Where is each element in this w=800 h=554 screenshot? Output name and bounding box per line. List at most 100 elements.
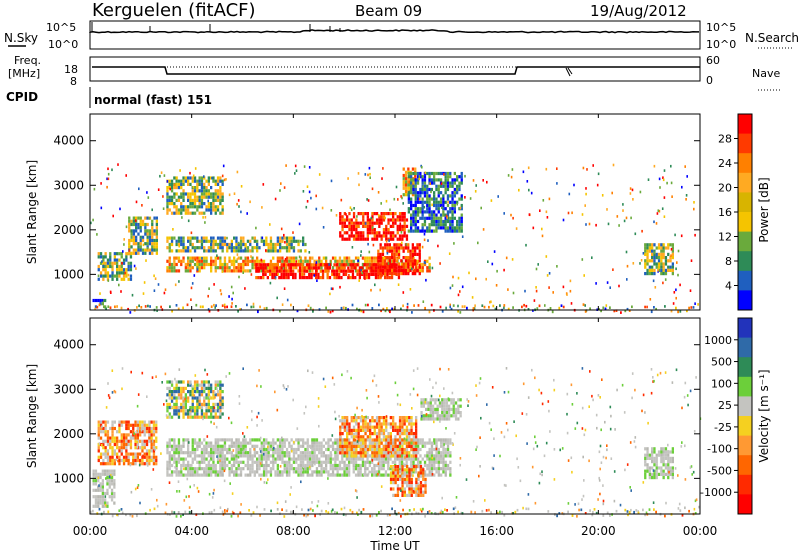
data-cell — [180, 467, 183, 471]
data-cell — [392, 487, 395, 491]
data-cell — [402, 167, 405, 171]
data-cell — [203, 192, 206, 196]
data-cell — [324, 269, 327, 273]
data-cell — [230, 259, 233, 263]
data-cell — [403, 234, 406, 238]
data-cell — [288, 463, 291, 468]
data-cell — [313, 447, 316, 452]
noise-cell — [283, 186, 286, 189]
data-cell — [184, 269, 187, 273]
data-cell — [401, 444, 404, 448]
data-cell — [155, 238, 158, 243]
data-cell — [101, 485, 104, 489]
data-cell — [389, 218, 392, 222]
data-cell — [304, 470, 307, 474]
data-cell — [110, 482, 114, 486]
near-range-cell — [290, 303, 292, 307]
data-cell — [400, 243, 403, 247]
data-cell — [191, 399, 194, 403]
data-cell — [357, 212, 360, 216]
data-cell — [193, 195, 197, 199]
data-cell — [221, 198, 224, 202]
data-cell — [256, 467, 259, 471]
data-cell — [396, 493, 400, 497]
data-cell — [378, 444, 381, 448]
noise-cell — [584, 204, 586, 207]
near-range-cell — [582, 303, 585, 306]
data-cell — [315, 272, 318, 276]
data-cell — [446, 441, 450, 445]
data-cell — [203, 186, 206, 190]
data-cell — [410, 477, 413, 481]
data-cell — [187, 211, 190, 215]
data-cell — [132, 232, 135, 236]
data-cell — [198, 266, 201, 270]
data-cell — [191, 415, 194, 419]
data-cell — [419, 481, 423, 485]
noise-cell — [94, 307, 96, 311]
data-cell — [367, 266, 371, 270]
near-range-cell — [688, 306, 690, 310]
data-cell — [657, 262, 661, 266]
data-cell — [285, 242, 289, 247]
data-cell — [453, 187, 456, 192]
noise-cell — [548, 197, 551, 201]
data-cell — [400, 457, 404, 461]
data-cell — [276, 249, 279, 253]
data-cell — [345, 256, 348, 260]
data-cell — [377, 266, 380, 270]
data-cell — [122, 261, 126, 265]
near-range-cell — [488, 305, 490, 309]
data-cell — [653, 272, 656, 276]
data-cell — [408, 471, 411, 475]
data-cell — [308, 269, 312, 273]
data-cell — [358, 269, 361, 273]
data-cell — [113, 426, 116, 431]
data-cell — [122, 268, 126, 272]
data-cell — [130, 219, 133, 223]
data-cell — [216, 182, 220, 186]
data-cell — [170, 239, 174, 243]
data-cell — [113, 495, 116, 499]
data-cell — [228, 259, 231, 263]
data-cell — [175, 447, 178, 452]
data-cell — [433, 441, 436, 445]
data-cell — [205, 259, 208, 263]
data-cell — [406, 484, 409, 488]
noise-cell — [135, 200, 138, 204]
data-cell — [348, 467, 351, 471]
data-cell — [357, 231, 360, 235]
data-cell — [380, 416, 383, 420]
data-cell — [298, 269, 302, 273]
data-cell — [414, 207, 417, 211]
noise-cell — [507, 174, 510, 177]
data-cell — [400, 460, 404, 464]
data-cell — [99, 261, 103, 265]
data-cell — [416, 246, 419, 250]
data-cell — [363, 272, 366, 276]
data-cell — [125, 255, 128, 259]
data-cell — [198, 179, 201, 183]
data-cell — [355, 448, 358, 452]
data-cell — [226, 242, 229, 247]
data-cell — [326, 263, 329, 267]
data-cell — [168, 179, 171, 183]
noise-cell — [658, 177, 661, 181]
noise-cell — [380, 202, 382, 205]
data-cell — [226, 262, 229, 267]
data-cell — [326, 266, 329, 270]
noise-cell — [92, 218, 94, 222]
data-cell — [417, 451, 420, 455]
data-cell — [308, 463, 312, 468]
data-cell — [382, 428, 386, 432]
data-cell — [371, 212, 374, 216]
data-cell — [381, 259, 385, 263]
data-cell — [182, 438, 185, 442]
data-cell — [200, 246, 204, 250]
data-cell — [235, 242, 238, 247]
data-cell — [373, 467, 376, 471]
data-cell — [339, 432, 342, 436]
data-cell — [460, 175, 463, 179]
data-cell — [166, 211, 169, 215]
